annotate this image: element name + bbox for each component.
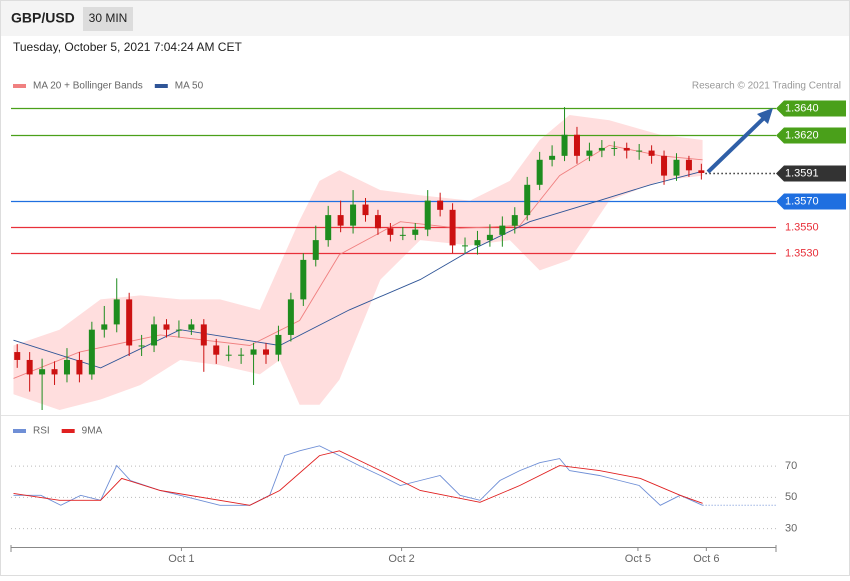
level-label-box [776,165,846,182]
candle-body [424,200,431,230]
candle-body [437,200,444,210]
candle-body [462,245,469,247]
bollinger-band [13,115,703,410]
candle-body [673,159,680,176]
candle-body [636,150,643,152]
credit: Research © 2021 Trading Central [692,81,841,92]
candle-body [126,299,133,346]
candle-body [163,324,170,330]
rsi-line [13,450,703,506]
level-label-box [776,127,846,144]
candle-body [362,204,369,216]
y-tick-label: 50 [785,491,797,503]
candle-body [250,349,257,355]
candle-body [611,147,618,149]
header-bar [1,1,849,36]
candle-body [26,359,33,375]
level-label: 1.3620 [785,129,819,141]
candle-body [598,147,605,151]
candle-body [225,354,232,356]
candle-body [648,150,655,156]
x-tick-label: Oct 2 [388,553,414,565]
candle-body [685,159,692,171]
candle-body [312,240,319,260]
rsi-line [13,445,703,506]
timeframe-box[interactable] [83,7,133,31]
candle-body [549,155,556,160]
candle-body [213,345,220,355]
candle-body [561,134,568,156]
forecast-arrow-head [757,108,773,124]
candle-body [39,369,46,375]
candle-body [524,184,531,216]
candle-body [399,234,406,236]
candle-body [113,299,120,325]
candle-body [536,159,543,185]
candle-body [200,324,207,346]
candle-body [412,229,419,235]
candle-body [499,225,506,235]
candle-body [374,215,381,229]
candle-body [573,134,580,156]
timestamp: Tuesday, October 5, 2021 7:04:24 AM CET [13,40,242,54]
legend-swatch [154,84,168,88]
candle-body [188,324,195,330]
candle-body [623,147,630,151]
candle-body [486,234,493,241]
candle-body [63,359,70,375]
candle-body [698,170,705,173]
candle-body [287,299,294,335]
candle-body [151,324,158,346]
legend-swatch [13,429,26,433]
ma-line [13,144,703,379]
level-label-box [776,193,846,210]
level-label-box [776,100,846,117]
candle-body [337,215,344,226]
x-tick-label: Oct 6 [693,553,719,565]
candle-body [661,155,668,176]
candle-body [474,240,481,246]
y-tick-label: 30 [785,522,797,534]
candle-body [51,369,58,375]
level-label: 1.3640 [785,102,819,114]
candle-body [138,345,145,347]
legend-swatch [13,84,26,88]
candle-body [101,324,108,330]
level-label: 1.3591 [785,167,819,179]
y-tick-label: 70 [785,460,797,472]
candle-body [175,329,182,331]
symbol: GBP/USD [11,10,75,26]
level-label: 1.3530 [785,247,819,259]
candle-body [76,359,83,375]
forecast-arrow [706,114,768,174]
x-tick-label: Oct 1 [168,553,194,565]
timeframe[interactable]: 30 MIN [89,11,128,25]
candle-body [275,334,282,355]
legend-label: RSI [33,426,50,437]
candle-body [263,349,269,355]
candle-body [586,150,593,156]
level-label: 1.3570 [785,195,819,207]
x-tick-label: Oct 5 [625,553,651,565]
candle-body [88,329,95,375]
candle-body [387,228,394,235]
legend-swatch [61,429,75,433]
candle-body [511,215,518,226]
legend-label: MA 50 [175,81,204,92]
legend-label: MA 20 + Bollinger Bands [33,81,143,92]
candle-body [238,354,245,356]
candle-body [449,209,456,246]
candle-body [350,204,357,226]
candle-body [325,215,332,241]
candle-body [14,352,21,360]
level-label: 1.3550 [785,221,819,233]
legend-label: 9MA [82,426,103,437]
candle-body [300,259,307,300]
